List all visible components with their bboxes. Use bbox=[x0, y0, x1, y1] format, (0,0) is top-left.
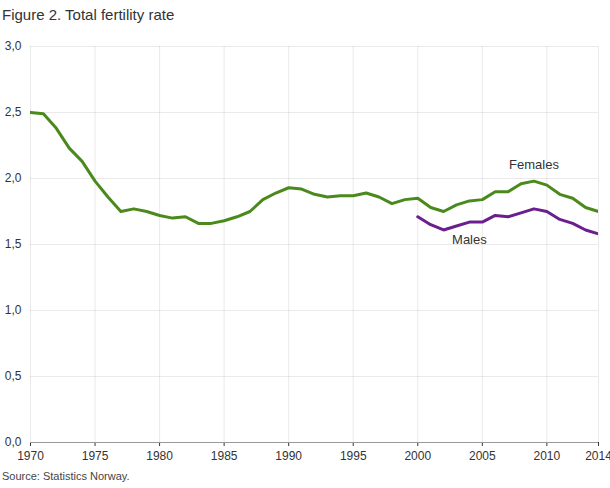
svg-text:2,0: 2,0 bbox=[5, 171, 22, 185]
svg-text:1980: 1980 bbox=[146, 449, 173, 463]
svg-text:1,5: 1,5 bbox=[5, 237, 22, 251]
svg-text:1,0: 1,0 bbox=[5, 303, 22, 317]
svg-text:2005: 2005 bbox=[469, 449, 496, 463]
svg-text:1990: 1990 bbox=[275, 449, 302, 463]
html-text:Source: Statistics Norway.: Source: Statistics Norway. bbox=[2, 470, 130, 482]
svg-text:1995: 1995 bbox=[340, 449, 367, 463]
html-text:Figure 2. Total fertility rate: Figure 2. Total fertility rate bbox=[2, 6, 175, 23]
svg-text:0,0: 0,0 bbox=[5, 435, 22, 449]
svg-text:Females: Females bbox=[509, 157, 559, 172]
svg-text:1975: 1975 bbox=[82, 449, 109, 463]
svg-text:2000: 2000 bbox=[404, 449, 431, 463]
svg-text:3,0: 3,0 bbox=[5, 39, 22, 53]
svg-text:1985: 1985 bbox=[211, 449, 238, 463]
svg-text:2010: 2010 bbox=[534, 449, 561, 463]
svg-text:Males: Males bbox=[452, 232, 487, 247]
svg-text:0,5: 0,5 bbox=[5, 369, 22, 383]
svg-text:2014: 2014 bbox=[585, 449, 610, 463]
svg-text:2,5: 2,5 bbox=[5, 105, 22, 119]
svg-text:1970: 1970 bbox=[17, 449, 44, 463]
